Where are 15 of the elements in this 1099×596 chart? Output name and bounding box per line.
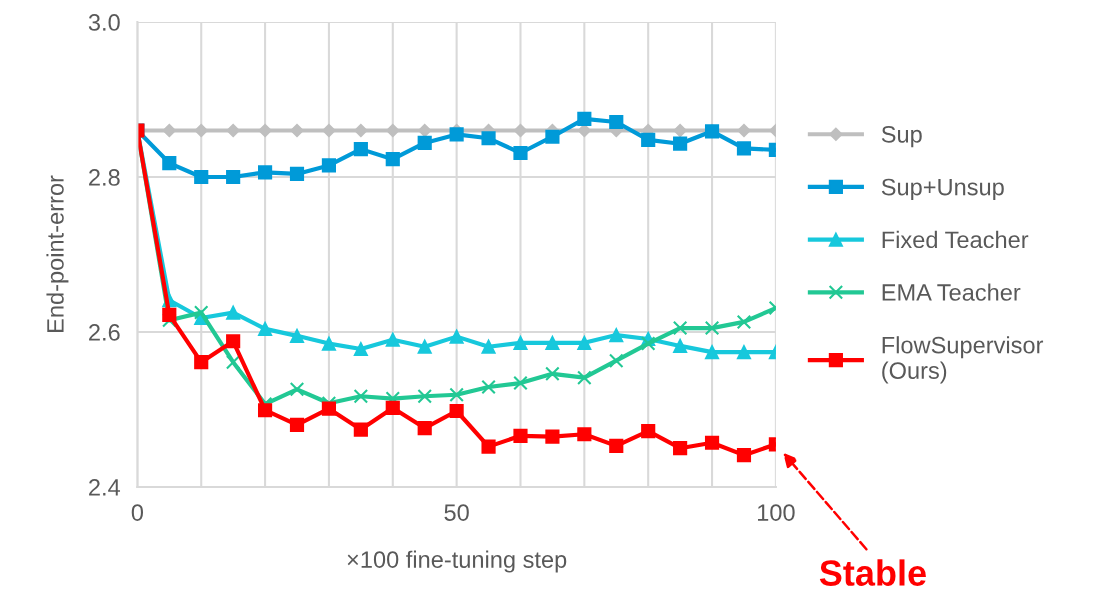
- y-tick-label: 2.6: [89, 324, 120, 341]
- legend-label: Fixed Teacher: [882, 230, 1029, 249]
- legend-label: FlowSupervisor (Ours): [882, 336, 1044, 384]
- legend-label: Sup: [881, 125, 922, 148]
- x-tick-label: 100: [758, 504, 795, 521]
- x-tick-label: 50: [444, 504, 469, 521]
- y-tick-label: 3.0: [88, 14, 120, 31]
- y-tick-label: 2.8: [89, 169, 120, 186]
- legend-label: EMA Teacher: [882, 283, 1021, 301]
- x-axis-title: ×100 fine-tuning step: [347, 550, 567, 573]
- legend-label: Sup+Unsup: [881, 178, 1004, 201]
- y-axis-title: End-point-error: [46, 175, 69, 332]
- y-tick-label: 2.4: [89, 479, 121, 496]
- text: Stable: [819, 559, 926, 586]
- x-tick-label: 0: [131, 504, 144, 521]
